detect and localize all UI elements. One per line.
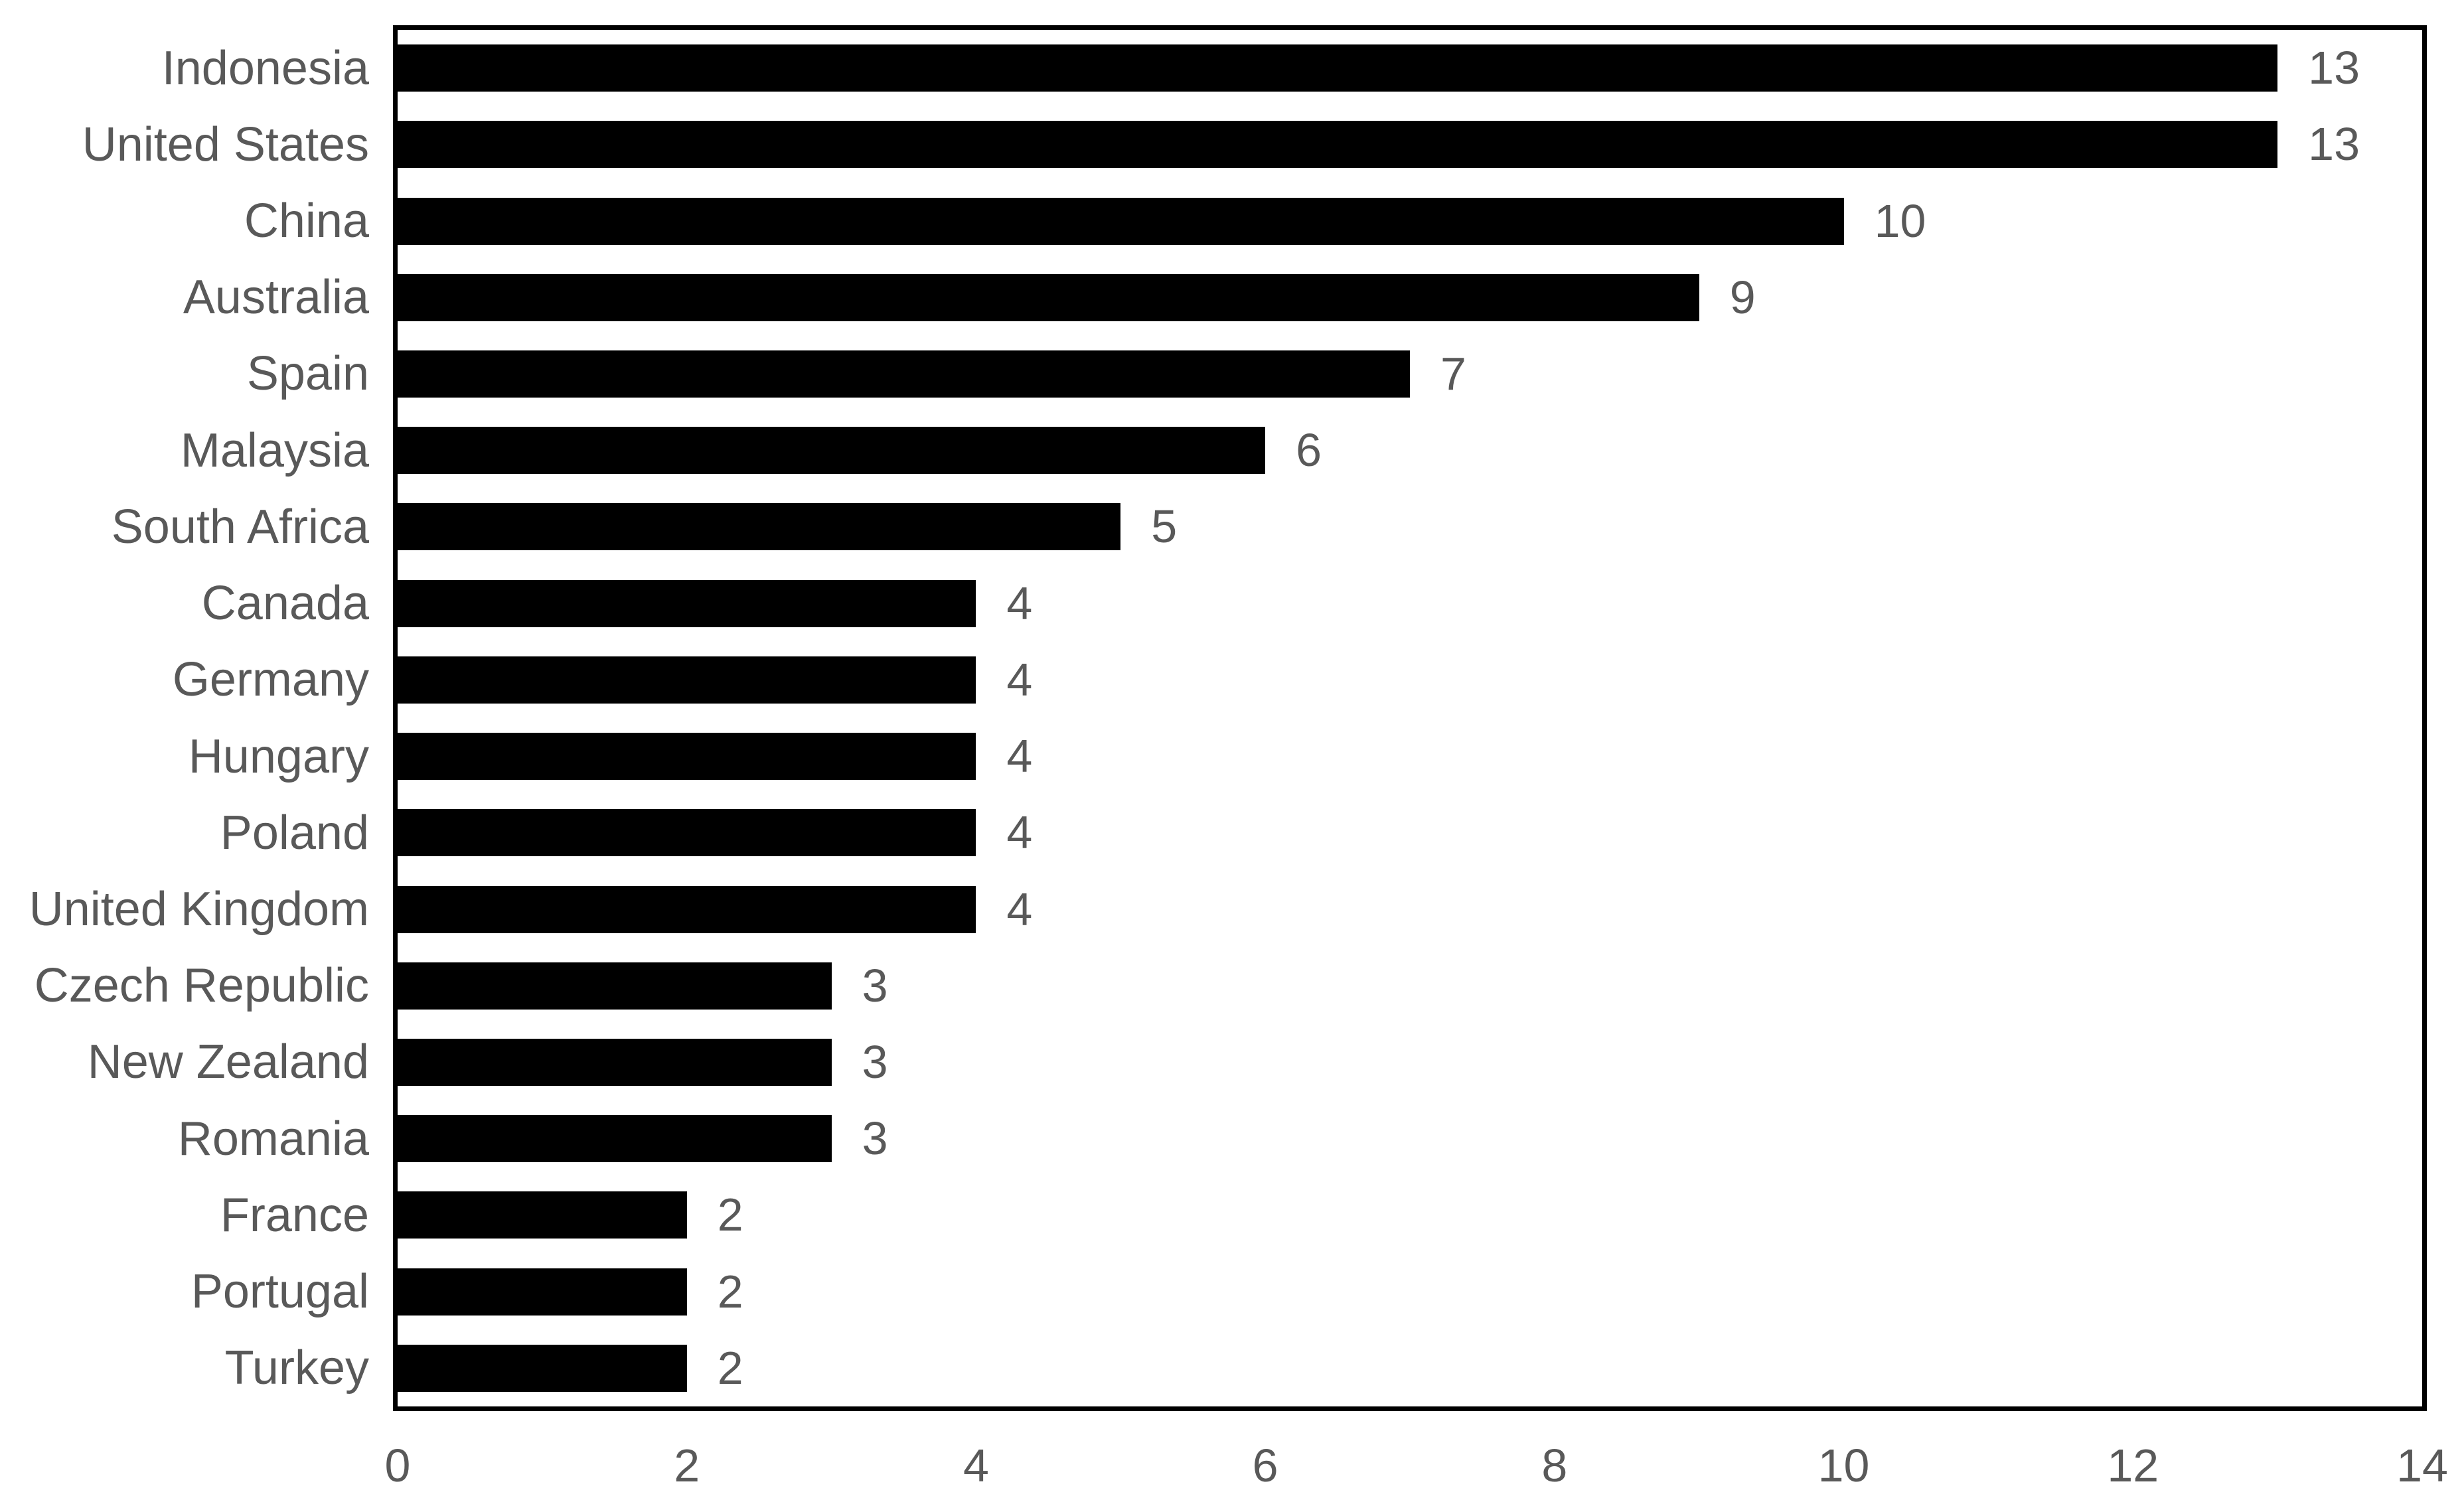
bar-row: 3 — [398, 1024, 2422, 1100]
category-label: South Africa — [111, 500, 369, 554]
bar — [398, 1115, 832, 1163]
category-label: Czech Republic — [34, 959, 369, 1013]
bar — [398, 885, 976, 933]
bar — [398, 427, 1266, 475]
category-label: Poland — [220, 806, 369, 860]
bar — [398, 962, 832, 1010]
bar-row: 6 — [398, 412, 2422, 489]
value-label: 3 — [862, 1112, 888, 1165]
value-label: 3 — [862, 1035, 888, 1088]
value-label: 2 — [717, 1341, 743, 1394]
bar — [398, 121, 2278, 169]
bar-row: 4 — [398, 718, 2422, 794]
category-label: China — [244, 194, 369, 248]
category-label: United Kingdom — [29, 883, 369, 937]
category-label: New Zealand — [87, 1035, 369, 1089]
bar-row: 9 — [398, 260, 2422, 336]
category-label: Australia — [183, 271, 369, 325]
category-label: Romania — [177, 1112, 369, 1166]
x-tick-label: 8 — [1541, 1440, 1568, 1491]
x-tick-label: 4 — [963, 1440, 989, 1491]
value-label: 4 — [1006, 653, 1033, 706]
x-tick-label: 14 — [2396, 1440, 2448, 1491]
bar-row: 5 — [398, 489, 2422, 565]
bar — [398, 503, 1121, 551]
value-label: 10 — [1874, 194, 1926, 247]
bars-container: 13 13 10 9 7 6 5 4 4 4 4 — [398, 30, 2422, 1406]
bar — [398, 44, 2278, 92]
category-label: France — [220, 1188, 369, 1242]
category-label: Spain — [246, 347, 369, 401]
category-label: Turkey — [224, 1341, 369, 1395]
value-label: 2 — [717, 1189, 743, 1241]
category-label: Malaysia — [180, 423, 369, 477]
bar-row: 3 — [398, 948, 2422, 1024]
category-label: Portugal — [191, 1265, 369, 1319]
category-label: Hungary — [188, 729, 369, 783]
category-label: Canada — [201, 577, 369, 631]
value-label: 9 — [1729, 271, 1756, 323]
x-axis-tick-labels: 0 2 4 6 8 10 12 14 — [385, 1432, 2448, 1499]
value-label: 6 — [1296, 424, 1322, 477]
bar-row: 13 — [398, 106, 2422, 183]
bar — [398, 733, 976, 781]
bar-row: 3 — [398, 1100, 2422, 1177]
bar-row: 13 — [398, 30, 2422, 106]
category-label: Indonesia — [161, 41, 369, 95]
bar — [398, 656, 976, 704]
x-tick-label: 10 — [1817, 1440, 1870, 1491]
x-tick-label: 6 — [1252, 1440, 1278, 1491]
bar-row: 4 — [398, 565, 2422, 642]
bar — [398, 350, 1410, 398]
plot-area: 13 13 10 9 7 6 5 4 4 4 4 — [393, 25, 2427, 1411]
category-label: Germany — [172, 653, 369, 707]
value-label: 3 — [862, 959, 888, 1012]
bar-row: 2 — [398, 1254, 2422, 1330]
category-label: United States — [82, 117, 369, 171]
bar — [398, 1191, 687, 1239]
value-label: 2 — [717, 1265, 743, 1317]
bar-row: 4 — [398, 871, 2422, 947]
value-label: 13 — [2308, 42, 2360, 94]
bar — [398, 1038, 832, 1086]
category-axis-labels: Indonesia United States China Australia Spai… — [0, 30, 369, 1406]
x-tick-label: 12 — [2107, 1440, 2159, 1491]
value-label: 4 — [1006, 730, 1033, 783]
bar-row: 4 — [398, 794, 2422, 871]
value-label: 13 — [2308, 118, 2360, 171]
bar-row: 4 — [398, 642, 2422, 718]
x-tick-label: 2 — [674, 1440, 700, 1491]
x-tick-label: 0 — [384, 1440, 411, 1491]
bar-row: 2 — [398, 1330, 2422, 1406]
bar — [398, 579, 976, 627]
value-label: 4 — [1006, 577, 1033, 629]
bar-row: 10 — [398, 183, 2422, 259]
bar — [398, 809, 976, 857]
bar-row: 2 — [398, 1177, 2422, 1253]
bar-row: 7 — [398, 336, 2422, 412]
bar — [398, 1268, 687, 1316]
value-label: 5 — [1151, 500, 1178, 553]
value-label: 4 — [1006, 806, 1033, 859]
bar — [398, 197, 1844, 245]
bar — [398, 1344, 687, 1392]
value-label: 4 — [1006, 883, 1033, 935]
bar — [398, 273, 1699, 321]
value-label: 7 — [1440, 347, 1466, 400]
